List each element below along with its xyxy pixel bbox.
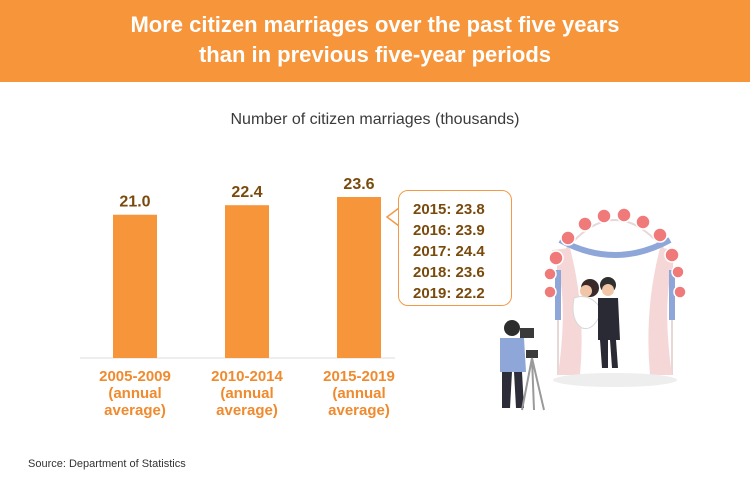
value-label-2: 22.4 bbox=[231, 184, 262, 201]
header-banner: More citizen marriages over the past fiv… bbox=[0, 0, 750, 82]
category-label-1: 2005-2009 (annual average) bbox=[99, 368, 171, 419]
value-label-3: 23.6 bbox=[343, 176, 374, 193]
bar-3 bbox=[337, 197, 381, 358]
yearly-value-4: 2018: 23.6 bbox=[413, 264, 485, 281]
page-title-line-1: More citizen marriages over the past fiv… bbox=[130, 12, 620, 37]
category-label-2: 2010-2014 (annual average) bbox=[211, 368, 283, 419]
value-label-1: 21.0 bbox=[119, 194, 150, 211]
wedding-photographer-illustration bbox=[500, 207, 687, 411]
callout-pointer bbox=[385, 207, 400, 227]
bar-1 bbox=[113, 214, 157, 358]
yearly-values-callout: 2015: 23.8 2016: 23.9 2017: 24.4 2018: 23.6… bbox=[398, 190, 512, 306]
page-title-line-2: than in previous five-year periods bbox=[198, 42, 552, 67]
category-label-3: 2015-2019 (annual average) bbox=[323, 368, 395, 419]
yearly-value-1: 2015: 23.8 bbox=[413, 201, 485, 218]
bar-2 bbox=[225, 205, 269, 358]
yearly-value-2: 2016: 23.9 bbox=[413, 222, 485, 239]
yearly-values-list: 2015: 23.8 2016: 23.9 2017: 24.4 2018: 23.6… bbox=[399, 191, 511, 304]
yearly-value-3: 2017: 24.4 bbox=[413, 243, 485, 260]
source-note: Source: Department of Statistics bbox=[28, 458, 186, 470]
page-title: More citizen marriages over the past fiv… bbox=[0, 10, 750, 70]
chart-title: Number of citizen marriages (thousands) bbox=[230, 111, 520, 128]
yearly-value-5: 2019: 22.2 bbox=[413, 285, 485, 302]
